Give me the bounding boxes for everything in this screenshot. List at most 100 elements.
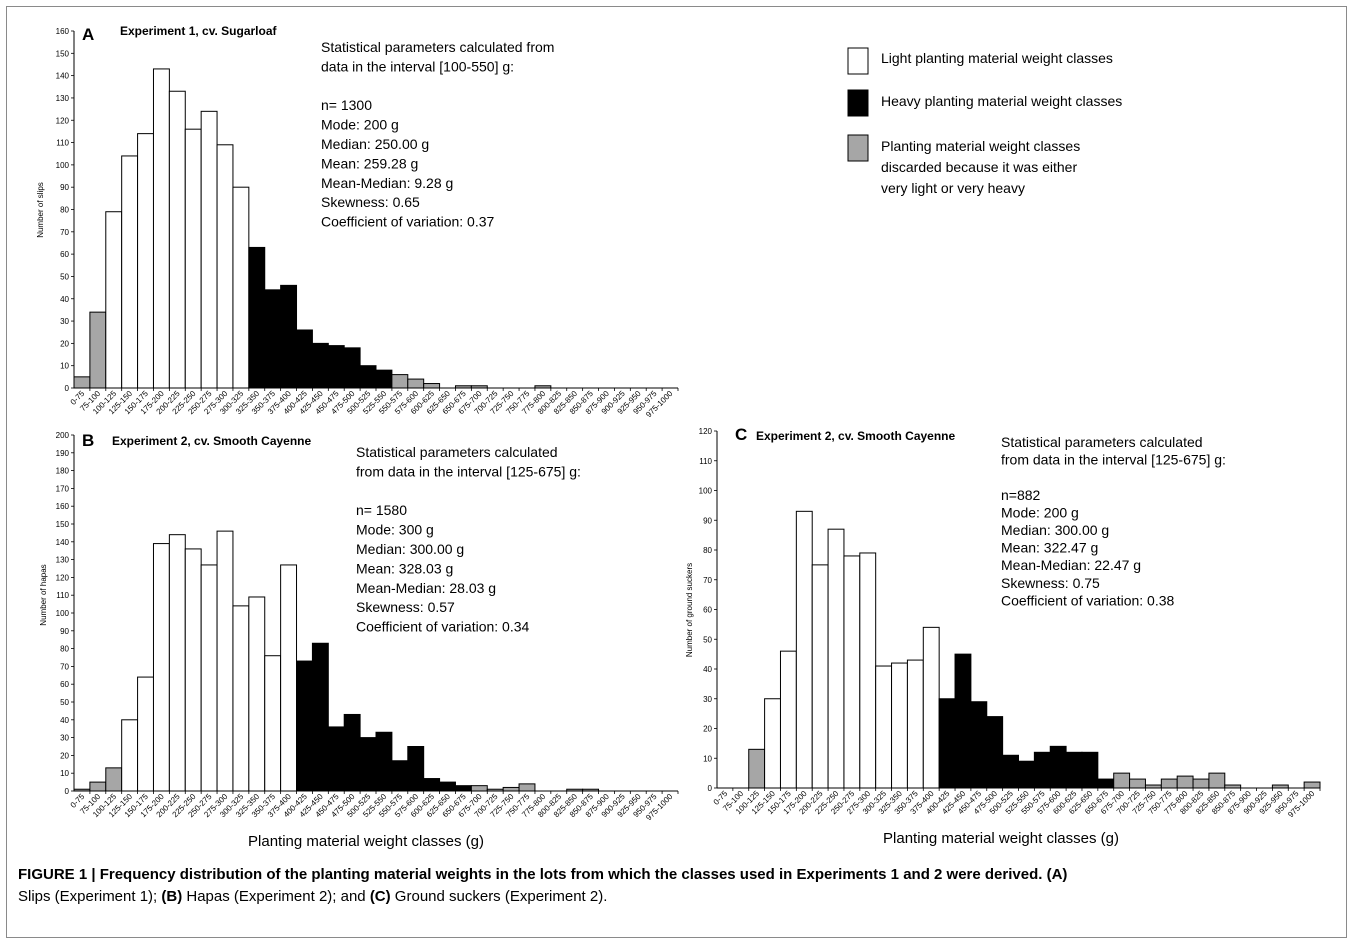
y-axis-label-c: Number of ground suckers (685, 563, 694, 657)
x-axis-label-b: Planting material weight classes (g) (248, 833, 484, 850)
y-tick-label: 20 (703, 725, 712, 734)
bar-350-375 (264, 289, 282, 389)
y-axis-label-a: Number of slips (36, 182, 45, 238)
bar-225-250 (184, 548, 202, 792)
bar-375-400 (922, 626, 940, 789)
y-tick-label: 40 (60, 295, 69, 304)
bar-600-625 (423, 778, 441, 792)
y-tick-label: 130 (56, 556, 70, 565)
y-tick-label: 40 (60, 716, 69, 725)
y-tick-label: 30 (60, 317, 69, 326)
y-tick-label: 20 (60, 339, 69, 348)
bar-150-175 (137, 133, 154, 389)
stats-line: Mode: 200 g (1001, 504, 1079, 520)
stats-line: Mean: 322.47 g (1001, 540, 1098, 556)
bar-350-375 (264, 655, 282, 792)
bar-600-625 (423, 383, 441, 389)
bar-375-400 (280, 564, 298, 792)
legend-label-discarded-1: Planting material weight classes (881, 138, 1080, 154)
figure-caption: FIGURE 1 | Frequency distribution of the… (18, 864, 1338, 908)
bar-0-75 (73, 376, 91, 389)
y-tick-label: 20 (60, 751, 69, 760)
y-tick-label: 100 (699, 487, 713, 496)
panel-title-b: Experiment 2, cv. Smooth Cayenne (112, 434, 311, 448)
stats-line: Mean-Median: 28.03 g (356, 580, 496, 596)
bar-525-550 (1018, 760, 1035, 789)
stats-line: n= 1300 (321, 97, 372, 113)
stats-line: data in the interval [100-550] g: (321, 58, 514, 74)
bar-175-200 (152, 68, 170, 389)
bar-300-325 (232, 605, 250, 792)
bar-750-775 (518, 783, 536, 792)
y-tick-label: 90 (60, 183, 69, 192)
chart-panel-b: 0 10 20 30 40 50 60 70 80 90 100 110 120 130 140 150 160… (39, 431, 679, 850)
bar-825-850 (1208, 772, 1226, 789)
panel-letter-b: B (82, 431, 94, 450)
y-tick-label: 80 (60, 206, 69, 215)
bar-575-600 (1049, 745, 1067, 789)
stats-line: Skewness: 0.75 (1001, 575, 1100, 591)
bar-500-525 (359, 365, 377, 389)
legend-label-discarded-2: discarded because it was either (881, 159, 1077, 175)
y-tick-label: 60 (60, 250, 69, 259)
bar-250-275 (843, 555, 861, 789)
bar-225-250 (184, 128, 202, 389)
y-tick-label: 30 (703, 695, 712, 704)
bar-750-775 (1160, 778, 1178, 789)
bar-250-275 (200, 110, 218, 389)
bar-425-450 (311, 642, 329, 792)
bar-175-200 (795, 510, 813, 789)
bar-325-350 (891, 662, 908, 789)
y-tick-label: 80 (703, 546, 712, 555)
y-tick-label: 0 (65, 787, 70, 796)
y-tick-label: 160 (56, 27, 70, 36)
y-tick-label: 60 (60, 680, 69, 689)
y-tick-label: 80 (60, 645, 69, 654)
stats-line: Coefficient of variation: 0.38 (1001, 592, 1175, 608)
y-tick-label: 50 (703, 635, 712, 644)
caption-line-1: FIGURE 1 | Frequency distribution of the… (18, 866, 1068, 883)
figure-frame (6, 6, 1347, 938)
bar-550-575 (391, 760, 409, 792)
bar-125-150 (121, 155, 139, 389)
y-tick-label: 170 (56, 484, 70, 493)
stats-line: Mean: 328.03 g (356, 560, 453, 576)
stats-line: Median: 300.00 g (1001, 522, 1109, 538)
bar-675-700 (470, 785, 488, 792)
bar-625-650 (439, 781, 456, 792)
y-tick-label: 110 (56, 591, 69, 600)
stats-line: Skewness: 0.57 (356, 599, 455, 615)
y-tick-label: 140 (56, 72, 70, 81)
stats-line: Coefficient of variation: 0.37 (321, 214, 495, 230)
bar-200-225 (811, 564, 829, 789)
y-tick-label: 150 (56, 49, 70, 58)
y-tick-label: 120 (56, 573, 70, 582)
stats-line: Mean: 259.28 g (321, 155, 418, 171)
y-axis-label-b: Number of hapas (39, 564, 48, 625)
bar-450-475 (970, 701, 988, 789)
stats-line: Mean-Median: 9.28 g (321, 175, 453, 191)
bar-550-575 (1033, 751, 1051, 789)
y-tick-label: 120 (56, 116, 70, 125)
y-tick-label: 10 (703, 754, 712, 763)
y-tick-label: 100 (56, 161, 70, 170)
bar-525-550 (375, 369, 393, 389)
bar-675-700 (1113, 772, 1131, 789)
y-tick-label: 190 (56, 449, 70, 458)
stats-line: Median: 250.00 g (321, 136, 429, 152)
bar-200-225 (168, 90, 186, 389)
bar-100-125 (748, 748, 766, 789)
y-tick-label: 10 (60, 362, 69, 371)
y-tick-label: 0 (65, 384, 70, 393)
y-tick-label: 90 (703, 516, 712, 525)
stats-line: Statistical parameters calculated (1001, 434, 1203, 450)
y-tick-label: 30 (60, 734, 69, 743)
bar-75-100 (89, 311, 107, 389)
bar-350-375 (906, 659, 924, 789)
figure-charts: Light planting material weight classes H… (36, 24, 1321, 850)
bar-550-575 (391, 374, 409, 389)
legend-swatch-light (847, 47, 869, 75)
bar-400-425 (938, 698, 956, 789)
bar-150-175 (137, 676, 154, 792)
bar-75-100 (89, 781, 107, 792)
